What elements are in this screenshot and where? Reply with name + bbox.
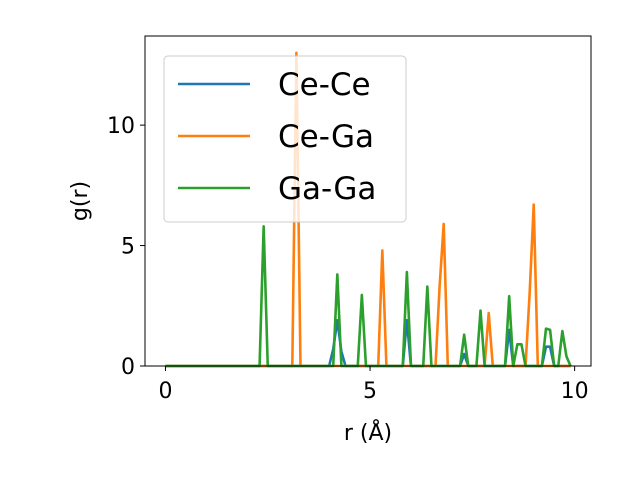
x-tick-label: 0 [158, 379, 172, 404]
plot-frame [144, 35, 592, 367]
y-tick-label: 10 [107, 114, 135, 139]
y-axis-label: g(r) [68, 181, 93, 221]
y-tick-label: 0 [121, 355, 135, 380]
x-tick-label: 5 [363, 379, 377, 404]
legend: Ce-Ce Ce-Ga Ga-Ga [163, 55, 407, 223]
axis-ticks: 0 5 10 0 5 10 [107, 114, 589, 404]
legend-frame [163, 55, 407, 223]
legend-label-ce-ga: Ce-Ga [278, 119, 374, 155]
x-tick-label: 10 [561, 379, 589, 404]
y-tick-label: 5 [121, 235, 135, 260]
x-axis-label: r (Å) [344, 419, 392, 446]
legend-label-ce-ce: Ce-Ce [278, 67, 371, 103]
legend-label-ga-ga: Ga-Ga [278, 171, 376, 207]
